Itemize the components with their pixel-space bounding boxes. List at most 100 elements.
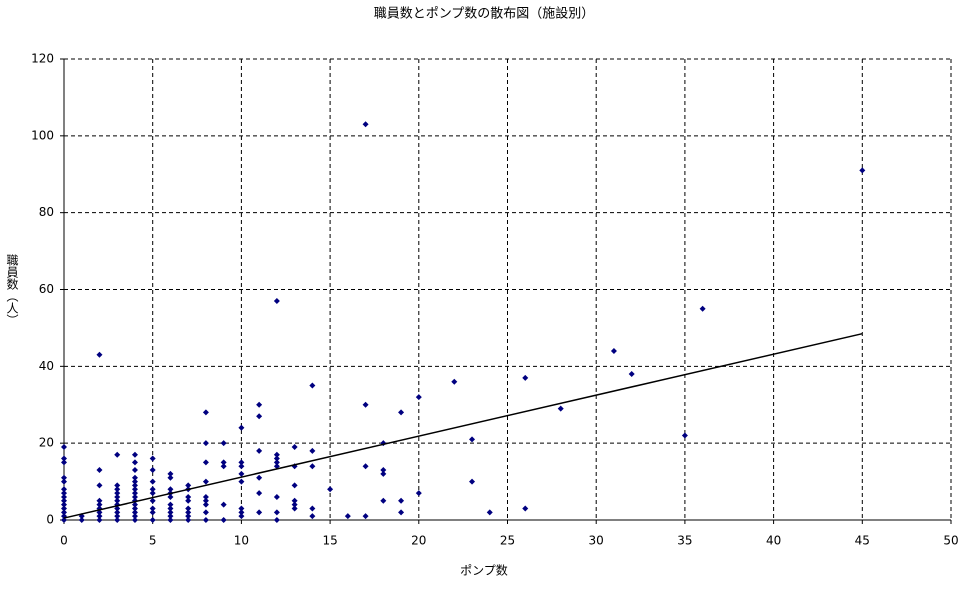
point [415,394,422,401]
point [522,505,529,512]
point [149,467,156,474]
point [273,509,280,516]
point [380,497,387,504]
point [61,459,67,466]
point [167,501,174,508]
point [131,467,138,474]
point [131,517,138,523]
point [185,505,192,512]
x-tick-label: 50 [943,534,958,548]
point [61,490,67,497]
point [131,459,138,466]
point [114,509,121,516]
point [96,517,103,523]
point [61,509,67,516]
point [273,298,280,305]
point [238,470,245,477]
point [362,401,369,408]
point [149,497,156,504]
point [628,371,635,378]
point [256,490,263,497]
point [256,447,263,454]
point [78,517,85,523]
point [451,378,458,385]
chart-title: 職員数とポンプ数の散布図（施設別） [374,6,595,22]
x-tick-label: 40 [766,534,781,548]
point [486,509,493,516]
point [238,424,245,431]
x-tick-label: 45 [855,534,870,548]
point [238,513,245,520]
trendline [63,332,863,519]
point [309,505,316,512]
point [131,493,138,500]
point [699,305,706,312]
point [61,455,67,462]
point [61,444,67,451]
point [149,486,156,493]
point [238,509,245,516]
point [61,486,67,493]
point [149,478,156,485]
y-tick-label: 60 [39,282,54,296]
point [131,478,138,485]
point [309,382,316,389]
point [380,470,387,477]
point [238,463,245,470]
point [469,478,476,485]
point [149,455,156,462]
point [610,347,617,354]
point [202,478,209,485]
point [291,482,298,489]
point [220,501,227,508]
point [131,490,138,497]
point [256,509,263,516]
point [220,440,227,447]
point [202,493,209,500]
x-tick-label: 35 [677,534,692,548]
point [167,517,174,523]
x-tick-label: 0 [60,534,68,548]
point [61,501,67,508]
point [202,459,209,466]
point [149,490,156,497]
x-tick-label: 30 [589,534,604,548]
x-tick-label: 20 [411,534,426,548]
point [114,513,121,520]
point [149,517,156,523]
point [327,486,334,493]
point [220,517,227,523]
point [167,505,174,512]
point [256,474,263,481]
point [96,501,103,508]
point [291,501,298,508]
point [309,513,316,520]
point [167,474,174,481]
point [398,509,405,516]
point [273,451,280,458]
point [131,451,138,458]
point [185,497,192,504]
point [114,486,121,493]
x-tick-label: 25 [500,534,515,548]
point [131,509,138,516]
point [220,459,227,466]
point [114,451,121,458]
point [202,517,209,523]
point [362,513,369,520]
point [362,121,369,128]
point [398,409,405,416]
point [291,497,298,504]
point [238,459,245,466]
point [167,470,174,477]
point [362,463,369,470]
point [185,493,192,500]
point [202,409,209,416]
point [309,447,316,454]
point [220,463,227,470]
point [185,517,192,523]
point [185,513,192,520]
point [167,509,174,516]
point [114,505,121,512]
